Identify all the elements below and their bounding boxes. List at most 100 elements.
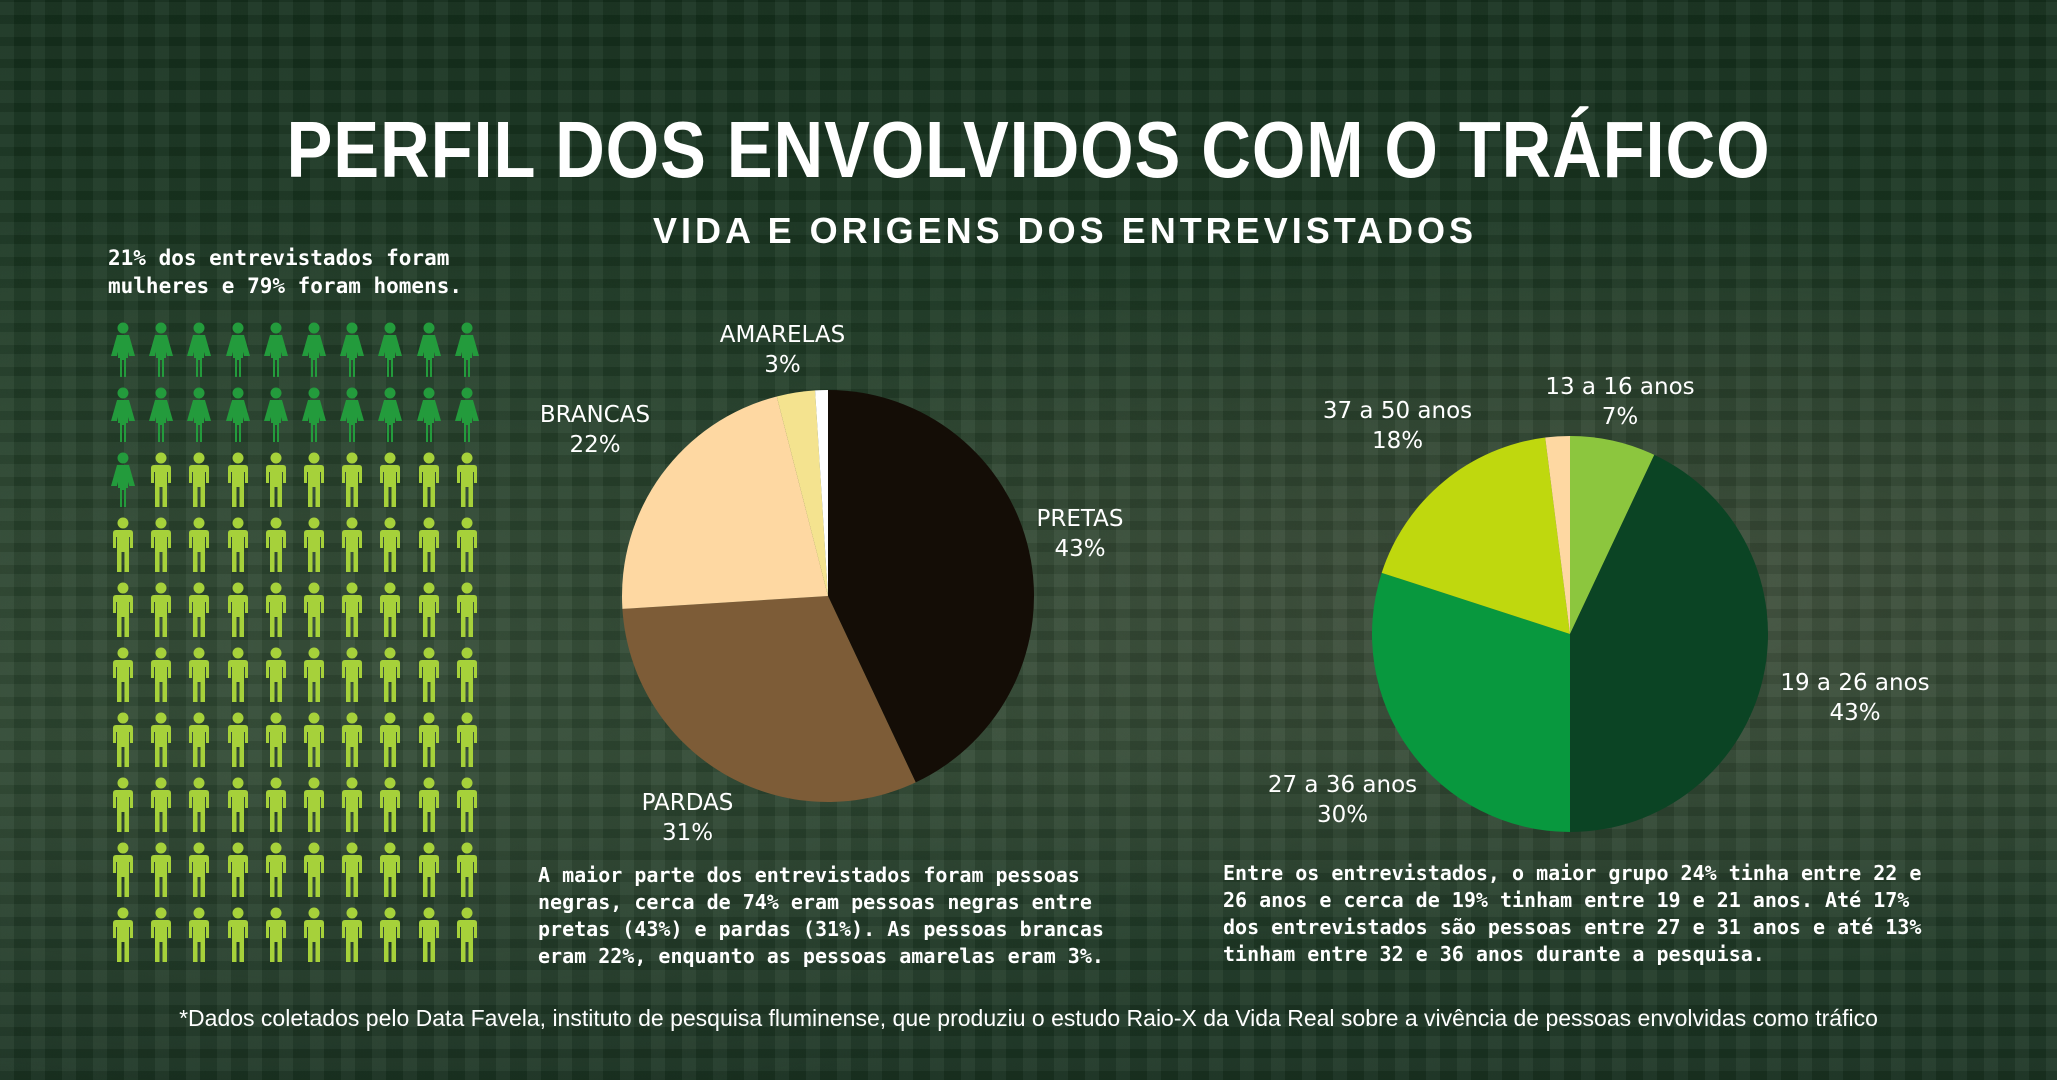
male-person-icon: [299, 712, 329, 772]
male-person-icon: [414, 517, 444, 577]
male-person-icon: [337, 777, 367, 837]
male-person-icon: [261, 582, 291, 642]
male-person-icon: [337, 907, 367, 967]
female-person-icon: [146, 387, 176, 447]
age-label-13-16: 13 a 16 anos 7%: [1530, 372, 1710, 432]
male-person-icon: [414, 777, 444, 837]
age-description: Entre os entrevistados, o maior grupo 24…: [1223, 861, 1922, 966]
female-person-icon: [223, 322, 253, 382]
slice-label: BRANCAS: [539, 402, 651, 428]
female-person-icon: [375, 387, 405, 447]
male-person-icon: [108, 517, 138, 577]
male-person-icon: [337, 842, 367, 902]
slice-value-label: 43%: [1054, 536, 1106, 562]
male-person-icon: [375, 582, 405, 642]
male-person-icon: [146, 712, 176, 772]
slice-label: 37 a 50 anos: [1322, 398, 1473, 424]
slice-value-label: 30%: [1316, 802, 1369, 828]
male-person-icon: [414, 712, 444, 772]
male-person-icon: [223, 712, 253, 772]
male-person-icon: [184, 712, 214, 772]
male-person-icon: [375, 907, 405, 967]
male-person-icon: [223, 452, 253, 512]
female-person-icon: [414, 387, 444, 447]
female-person-icon: [452, 387, 482, 447]
page-subtitle: VIDA E ORIGENS DOS ENTREVISTADOS: [652, 210, 1478, 251]
slice-value-label: 7%: [1601, 404, 1639, 430]
female-person-icon: [452, 322, 482, 382]
male-person-icon: [184, 517, 214, 577]
female-person-icon: [261, 387, 291, 447]
male-person-icon: [337, 517, 367, 577]
male-person-icon: [375, 777, 405, 837]
male-person-icon: [414, 842, 444, 902]
male-person-icon: [223, 647, 253, 707]
male-person-icon: [299, 452, 329, 512]
male-person-icon: [223, 907, 253, 967]
female-person-icon: [337, 322, 367, 382]
male-person-icon: [375, 712, 405, 772]
slice-label: 27 a 36 anos: [1267, 772, 1418, 798]
male-person-icon: [452, 647, 482, 707]
male-person-icon: [223, 777, 253, 837]
male-person-icon: [414, 582, 444, 642]
male-person-icon: [261, 712, 291, 772]
age-label-37-50: 37 a 50 anos 18%: [1310, 396, 1485, 456]
female-person-icon: [414, 322, 444, 382]
slice-value-label: 3%: [764, 352, 801, 378]
race-label-amarelas: AMARELAS 3%: [700, 320, 865, 380]
gender-caption: 21% dos entrevistados foram mulheres e 7…: [108, 246, 463, 298]
male-person-icon: [375, 452, 405, 512]
male-person-icon: [261, 842, 291, 902]
male-person-icon: [223, 582, 253, 642]
slice-label: PRETAS: [1036, 506, 1124, 532]
male-person-icon: [337, 712, 367, 772]
female-person-icon: [299, 322, 329, 382]
race-label-pretas: PRETAS 43%: [1010, 504, 1150, 564]
male-person-icon: [146, 582, 176, 642]
male-person-icon: [108, 582, 138, 642]
male-person-icon: [452, 842, 482, 902]
male-person-icon: [337, 582, 367, 642]
male-person-icon: [414, 452, 444, 512]
male-person-icon: [146, 647, 176, 707]
male-person-icon: [184, 777, 214, 837]
male-person-icon: [146, 452, 176, 512]
male-person-icon: [184, 582, 214, 642]
slice-value-label: 43%: [1829, 700, 1881, 726]
female-person-icon: [108, 322, 138, 382]
male-person-icon: [299, 582, 329, 642]
page-title: PERFIL DOS ENVOLVIDOS COM O TRÁFICO: [286, 105, 1771, 194]
gender-pictogram-grid: [108, 322, 488, 972]
female-person-icon: [299, 387, 329, 447]
male-person-icon: [184, 907, 214, 967]
female-person-icon: [108, 387, 138, 447]
female-person-icon: [337, 387, 367, 447]
race-label-pardas: PARDAS 31%: [615, 788, 760, 848]
male-person-icon: [337, 452, 367, 512]
male-person-icon: [375, 647, 405, 707]
male-person-icon: [146, 517, 176, 577]
slice-label: AMARELAS: [719, 322, 846, 348]
male-person-icon: [375, 517, 405, 577]
male-person-icon: [261, 777, 291, 837]
female-person-icon: [261, 322, 291, 382]
male-person-icon: [452, 777, 482, 837]
male-person-icon: [184, 452, 214, 512]
male-person-icon: [299, 777, 329, 837]
male-person-icon: [452, 907, 482, 967]
male-person-icon: [375, 842, 405, 902]
female-person-icon: [108, 452, 138, 512]
male-person-icon: [452, 452, 482, 512]
male-person-icon: [108, 647, 138, 707]
male-person-icon: [184, 842, 214, 902]
male-person-icon: [108, 712, 138, 772]
male-person-icon: [108, 777, 138, 837]
female-person-icon: [223, 387, 253, 447]
slice-value-label: 18%: [1371, 428, 1424, 454]
male-person-icon: [146, 907, 176, 967]
slice-value-label: 31%: [661, 820, 714, 846]
male-person-icon: [108, 907, 138, 967]
female-person-icon: [184, 387, 214, 447]
age-label-19-26: 19 a 26 anos 43%: [1765, 668, 1945, 728]
